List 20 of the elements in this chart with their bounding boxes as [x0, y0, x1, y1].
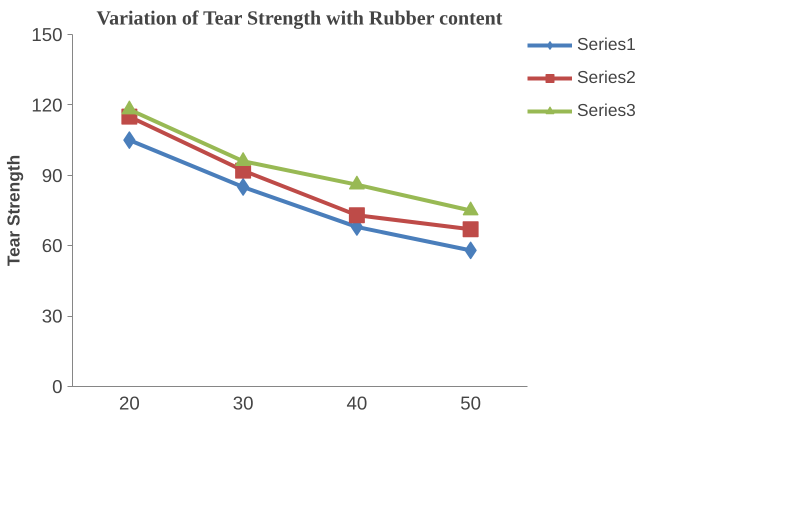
- point: [464, 241, 477, 260]
- point: [462, 221, 479, 238]
- chart-title: Variation of Tear Strength with Rubber content: [96, 8, 503, 30]
- legend-label: Series1: [577, 34, 636, 55]
- point: [123, 131, 136, 150]
- point: [348, 207, 365, 224]
- y-tick-label: 0: [52, 376, 63, 397]
- x-tick-label: 40: [346, 392, 368, 414]
- x-tick-label: 50: [460, 392, 482, 414]
- legend-label: Series3: [577, 100, 636, 121]
- y-tick-label: 60: [42, 235, 63, 256]
- legend-label: Series2: [577, 67, 636, 88]
- x-tick-label: 20: [119, 392, 140, 414]
- x-tick-label: 30: [232, 392, 254, 414]
- y-tick-label: 150: [31, 24, 63, 45]
- y-tick-label: 120: [31, 94, 63, 116]
- point: [236, 178, 250, 196]
- y-axis-title: Tear Strength: [3, 154, 24, 266]
- y-tick-label: 30: [42, 306, 63, 327]
- y-tick-label: 90: [42, 164, 63, 186]
